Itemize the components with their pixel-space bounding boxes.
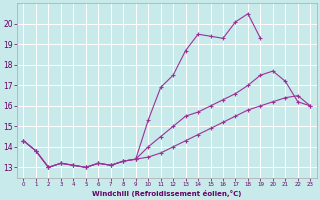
X-axis label: Windchill (Refroidissement éolien,°C): Windchill (Refroidissement éolien,°C) xyxy=(92,190,242,197)
